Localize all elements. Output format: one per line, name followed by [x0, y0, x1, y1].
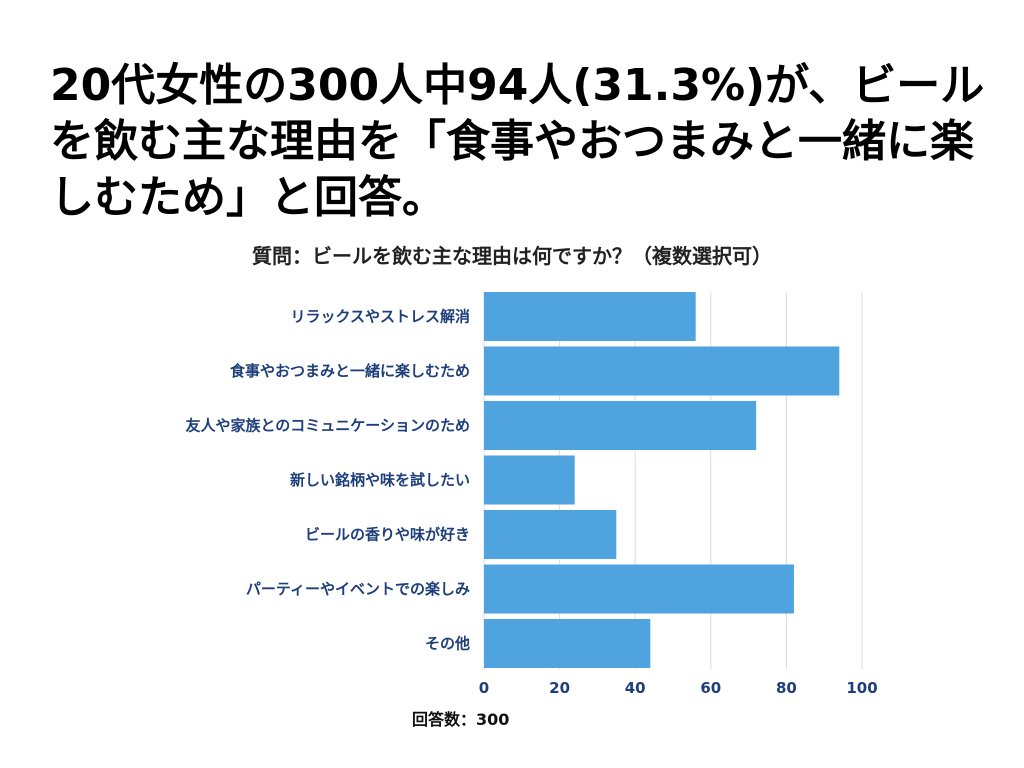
x-axis-label: 回答数：300: [412, 710, 509, 729]
category-labels: リラックスやストレス解消食事やおつまみと一緒に楽しむため友人や家族とのコミュニケ…: [185, 308, 470, 653]
category-label: その他: [425, 635, 470, 653]
category-label: 友人や家族とのコミュニケーションのため: [185, 417, 470, 435]
category-label: 新しい銘柄や味を試したい: [290, 471, 470, 489]
bar: [484, 346, 840, 396]
bar: [484, 292, 696, 341]
x-tick-label: 0: [479, 679, 489, 697]
bar: [484, 564, 794, 614]
bar: [484, 455, 575, 505]
category-label: リラックスやストレス解消: [290, 308, 470, 326]
category-label: 食事やおつまみと一緒に楽しむため: [230, 362, 470, 380]
x-tick-label: 20: [549, 679, 570, 697]
category-label: ビールの香りや味が好き: [305, 526, 470, 544]
bars: [484, 292, 840, 668]
category-label: パーティーやイベントでの楽しみ: [246, 580, 470, 598]
bar: [484, 619, 651, 668]
chart-title: 質問：ビールを飲む主な理由は何ですか？（複数選択可）: [252, 244, 772, 268]
x-tick-label: 60: [700, 679, 721, 697]
headline: 20代女性の300人中94人(31.3%)が、ビールを飲む主な理由を「食事やおつ…: [50, 60, 985, 223]
bar: [484, 510, 617, 559]
x-tick-label: 100: [846, 679, 877, 697]
x-tick-label: 80: [776, 679, 797, 697]
x-tick-labels: 0 20 40 60 80 100: [479, 679, 878, 697]
x-tick-label: 40: [625, 679, 646, 697]
bar: [484, 401, 757, 450]
